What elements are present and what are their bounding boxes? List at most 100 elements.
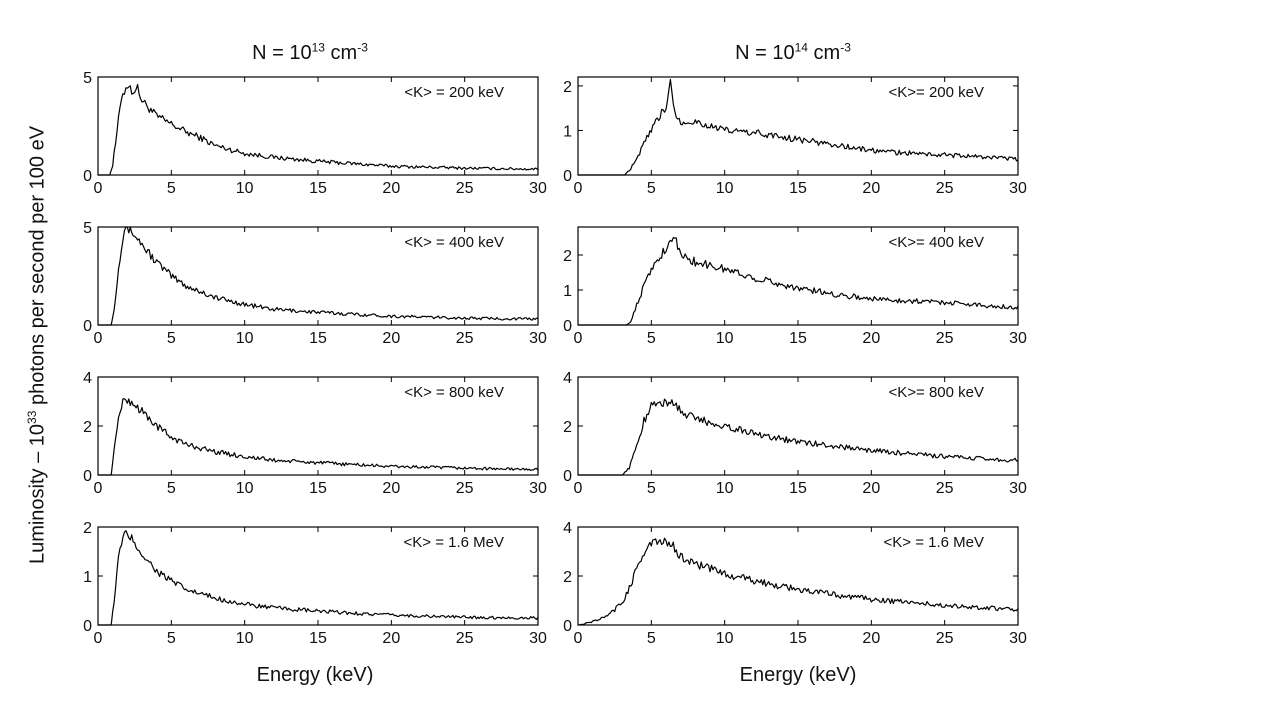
spectrum-line	[578, 78, 1019, 176]
y-tick-label: 2	[563, 79, 572, 96]
x-tick-label: 25	[936, 630, 954, 647]
annotation-label: <K>= 400 keV	[889, 234, 985, 251]
y-tick-label: 1	[83, 569, 92, 586]
spectrum-line	[577, 537, 1019, 626]
x-tick-label: 30	[1009, 330, 1027, 347]
x-tick-label: 15	[789, 330, 807, 347]
x-tick-label: 30	[529, 330, 547, 347]
y-tick-label: 5	[83, 70, 92, 87]
x-tick-label: 20	[862, 330, 880, 347]
x-tick-label: 20	[382, 630, 400, 647]
x-tick-label: 10	[716, 180, 734, 197]
annotation-label: <K>= 200 keV	[889, 84, 985, 101]
x-tick-label: 25	[936, 480, 954, 497]
annotation-label: <K> = 1.6 MeV	[884, 534, 984, 551]
spectrum-line	[578, 398, 1019, 476]
panel-1-2: 0 5 10 15 20 25 30 0 2 4 <K>= 800 keV	[563, 370, 1027, 497]
y-tick-label: 2	[563, 248, 572, 265]
x-tick-label: 15	[309, 330, 327, 347]
x-tick-label: 25	[456, 330, 474, 347]
panel-1-0: 0 5 10 15 20 25 30 0 1 2 <K>= 200 keV	[563, 76, 1027, 197]
x-tick-label: 0	[94, 330, 103, 347]
x-tick-label: 30	[529, 630, 547, 647]
x-tick-label: 0	[574, 180, 583, 197]
x-tick-label: 30	[1009, 480, 1027, 497]
x-tick-label: 15	[789, 180, 807, 197]
y-tick-label: 1	[563, 283, 572, 300]
x-tick-label: 25	[456, 480, 474, 497]
x-tick-label: 15	[789, 630, 807, 647]
x-tick-label: 5	[167, 180, 176, 197]
x-tick-label: 20	[862, 480, 880, 497]
x-tick-label: 0	[94, 180, 103, 197]
y-tick-label: 0	[563, 468, 572, 485]
x-tick-label: 10	[716, 480, 734, 497]
x-tick-label: 5	[167, 630, 176, 647]
x-tick-label: 10	[236, 630, 254, 647]
x-tick-label: 15	[789, 480, 807, 497]
x-tick-label: 25	[936, 330, 954, 347]
y-tick-label: 4	[563, 370, 572, 387]
x-tick-label: 10	[236, 180, 254, 197]
x-tick-label: 10	[236, 330, 254, 347]
x-tick-label: 10	[236, 480, 254, 497]
spectrum-line	[98, 529, 539, 626]
panel-1-3: 0 5 10 15 20 25 30 0 2 4 <K> = 1.6 MeV	[563, 520, 1027, 647]
y-tick-label: 1	[563, 123, 572, 140]
spectrum-line	[98, 226, 539, 326]
x-tick-label: 30	[1009, 180, 1027, 197]
x-tick-label: 5	[647, 180, 656, 197]
x-tick-label: 10	[716, 330, 734, 347]
y-tick-label: 0	[563, 618, 572, 635]
x-tick-label: 20	[862, 180, 880, 197]
x-tick-label: 10	[716, 630, 734, 647]
y-tick-label: 4	[83, 370, 92, 387]
x-tick-label: 0	[574, 330, 583, 347]
x-tick-label: 0	[94, 630, 103, 647]
x-tick-label: 15	[309, 630, 327, 647]
y-tick-label: 0	[563, 318, 572, 335]
x-tick-label: 5	[167, 480, 176, 497]
x-tick-label: 30	[1009, 630, 1027, 647]
panel-0-1: 0 5 10 15 20 25 30 0 5 <K> = 400 keV	[83, 220, 547, 347]
x-tick-label: 5	[647, 330, 656, 347]
y-tick-label: 5	[83, 220, 92, 237]
x-tick-label: 30	[529, 480, 547, 497]
y-tick-label: 2	[563, 419, 572, 436]
y-tick-label: 4	[563, 520, 572, 537]
x-axis-label-right: Energy (keV)	[739, 664, 857, 686]
x-tick-label: 25	[936, 180, 954, 197]
column-title-right: N = 1014 cm-3	[735, 40, 851, 64]
x-tick-label: 5	[167, 330, 176, 347]
x-tick-label: 20	[382, 180, 400, 197]
column-title-left: N = 1013 cm-3	[252, 40, 368, 64]
spectrum-line	[578, 237, 1019, 326]
x-tick-label: 25	[456, 180, 474, 197]
annotation-label: <K> = 400 keV	[404, 234, 504, 251]
annotation-label: <K>= 800 keV	[889, 384, 985, 401]
spectrum-line	[98, 398, 539, 476]
y-tick-label: 2	[83, 520, 92, 537]
annotation-label: <K> = 1.6 MeV	[404, 534, 504, 551]
x-tick-label: 30	[529, 180, 547, 197]
x-tick-label: 25	[456, 630, 474, 647]
panel-1-1: 0 5 10 15 20 25 30 0 1 2 <K>= 400 keV	[563, 226, 1027, 347]
x-tick-label: 15	[309, 180, 327, 197]
y-tick-label: 0	[563, 168, 572, 185]
x-tick-label: 5	[647, 630, 656, 647]
x-tick-label: 20	[382, 480, 400, 497]
y-tick-label: 0	[83, 468, 92, 485]
x-tick-label: 0	[574, 480, 583, 497]
annotation-label: <K> = 800 keV	[404, 384, 504, 401]
panel-0-2: 0 5 10 15 20 25 30 0 2 4 <K> = 800 keV	[83, 370, 547, 497]
spectrum-line	[98, 83, 539, 176]
y-tick-label: 0	[83, 168, 92, 185]
y-tick-label: 0	[83, 318, 92, 335]
x-tick-label: 5	[647, 480, 656, 497]
panel-0-0: 0 5 10 15 20 25 30 0 5 <K> = 200 keV	[83, 70, 547, 197]
x-axis-label-left: Energy (keV)	[256, 664, 374, 686]
x-tick-label: 0	[94, 480, 103, 497]
panel-0-3: 0 5 10 15 20 25 30 0 1 2 <K> = 1.6 MeV	[83, 520, 547, 647]
x-tick-label: 0	[574, 630, 583, 647]
